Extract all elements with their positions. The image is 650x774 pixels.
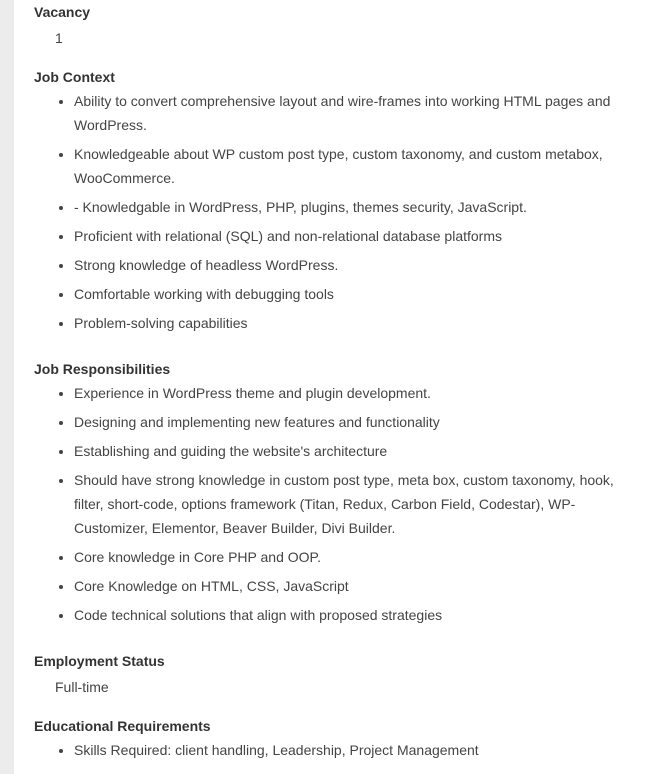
list-item: Skills Required: client handling, Leader… [74,738,634,762]
employment-status-heading: Employment Status [34,653,165,669]
job-context-heading: Job Context [34,69,115,85]
left-sidebar-strip [0,0,14,774]
list-item: Problem-solving capabilities [74,311,634,335]
job-context-section: Job Context Ability to convert comprehen… [34,67,634,340]
list-item: - Knowledgable in WordPress, PHP, plugin… [74,195,634,219]
employment-status-section: Employment Status Full-time [34,651,634,697]
list-item: Designing and implementing new features … [74,410,634,434]
list-item: Ability to convert comprehensive layout … [74,89,634,137]
list-item: Should have strong knowledge in custom p… [74,468,634,540]
list-item: Experience in WordPress theme and plugin… [74,381,634,405]
vacancy-value: 1 [55,30,63,46]
job-responsibilities-list: Experience in WordPress theme and plugin… [34,381,634,627]
list-item: Establishing and guiding the website's a… [74,439,634,463]
vacancy-heading: Vacancy [34,4,91,20]
list-item: Proficient with relational (SQL) and non… [74,224,634,248]
list-item: Comfortable working with debugging tools [74,282,634,306]
educational-requirements-heading: Educational Requirements [34,718,211,734]
list-item: Code technical solutions that align with… [74,603,634,627]
list-item: Knowledgeable about WP custom post type,… [74,142,634,190]
job-responsibilities-section: Job Responsibilities Experience in WordP… [34,359,634,632]
job-responsibilities-heading: Job Responsibilities [34,361,171,377]
employment-status-value: Full-time [55,679,109,695]
list-item: Strong knowledge of headless WordPress. [74,253,634,277]
job-context-list: Ability to convert comprehensive layout … [34,89,634,335]
vacancy-section: Vacancy 1 [34,2,634,48]
list-item: Core Knowledge on HTML, CSS, JavaScript [74,574,634,598]
list-item: Core knowledge in Core PHP and OOP. [74,545,634,569]
educational-requirements-section: Educational Requirements Skills Required… [34,716,634,767]
educational-requirements-list: Skills Required: client handling, Leader… [34,738,634,762]
